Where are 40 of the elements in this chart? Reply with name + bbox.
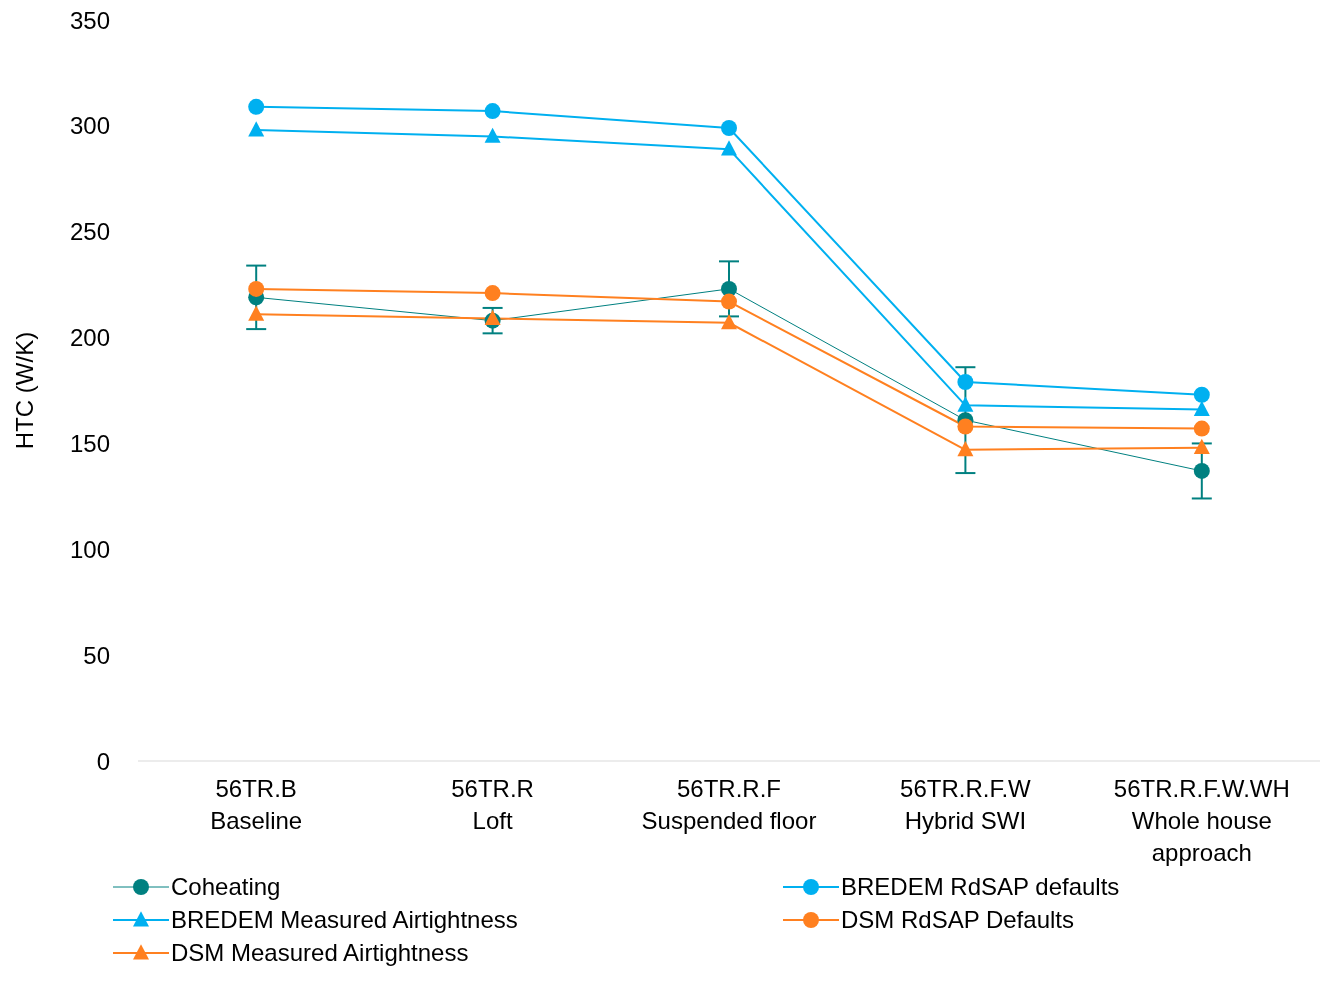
x-tick-label: 56TR.B Baseline [210,775,303,834]
y-tick-label: 150 [69,429,110,457]
y-tick-label: 250 [69,218,110,246]
point [721,140,737,156]
point [248,121,265,137]
point [248,98,265,115]
legend-label: DSM Measured Airtightness [171,938,469,967]
point [721,313,737,330]
point [484,103,501,120]
point [484,127,501,143]
x-tick-label: 56TR.R.F.W.WH Whole house approach [1113,775,1290,866]
x-tick-label: 56TR.R.F Suspended floor [641,775,817,834]
point [957,374,974,391]
y-tick-label: 200 [69,324,110,352]
x-tick-label: 56TR.R Loft [451,775,534,834]
y-tick-label: 0 [96,747,110,775]
point [1193,400,1210,416]
legend-label: BREDEM RdSAP defaults [841,872,1120,901]
y-axis-title: HTC (W/K) [10,331,38,450]
legend-label: DSM RdSAP Defaults [841,905,1074,934]
y-tick-label: 50 [83,641,110,669]
point [957,396,974,412]
y-tick-label: 100 [69,535,110,563]
point [721,293,737,310]
point [1193,386,1210,403]
x-tick-label: 56TR.R.F.W Hybrid SWI [900,775,1032,834]
legend-label: BREDEM Measured Airtightness [171,905,518,934]
point [1193,462,1210,479]
point [248,305,265,321]
point [957,418,974,435]
point [248,280,265,297]
point [1193,420,1210,437]
y-tick-label: 350 [69,6,110,34]
point [957,440,974,457]
y-tick-label: 300 [69,112,110,140]
legend-label: Coheating [171,872,281,901]
point [484,285,501,302]
point [721,119,737,136]
point [484,309,501,325]
point [1193,438,1210,455]
